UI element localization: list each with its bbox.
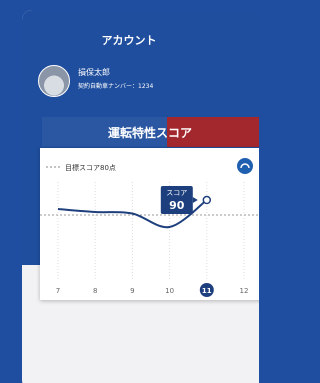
x-tick-label[interactable]: 7 xyxy=(56,287,60,295)
score-label: スコア xyxy=(166,189,187,197)
legend-text: 目標スコア80点 xyxy=(65,163,116,172)
score-badge-tip xyxy=(193,197,198,203)
score-point xyxy=(203,197,210,204)
score-value: 90 xyxy=(169,199,185,212)
app-screen: アカウント 損保太郎 契約自動車ナンバー：1234 運転特性スコア 目標スコア8… xyxy=(0,0,259,383)
x-tick-label[interactable]: 11 xyxy=(202,287,212,295)
x-tick-label[interactable]: 12 xyxy=(240,287,249,295)
x-tick-label[interactable]: 8 xyxy=(93,287,97,295)
toggle-icon[interactable] xyxy=(237,158,253,174)
x-tick-label[interactable]: 9 xyxy=(130,287,134,295)
x-tick-label[interactable]: 10 xyxy=(165,287,174,295)
